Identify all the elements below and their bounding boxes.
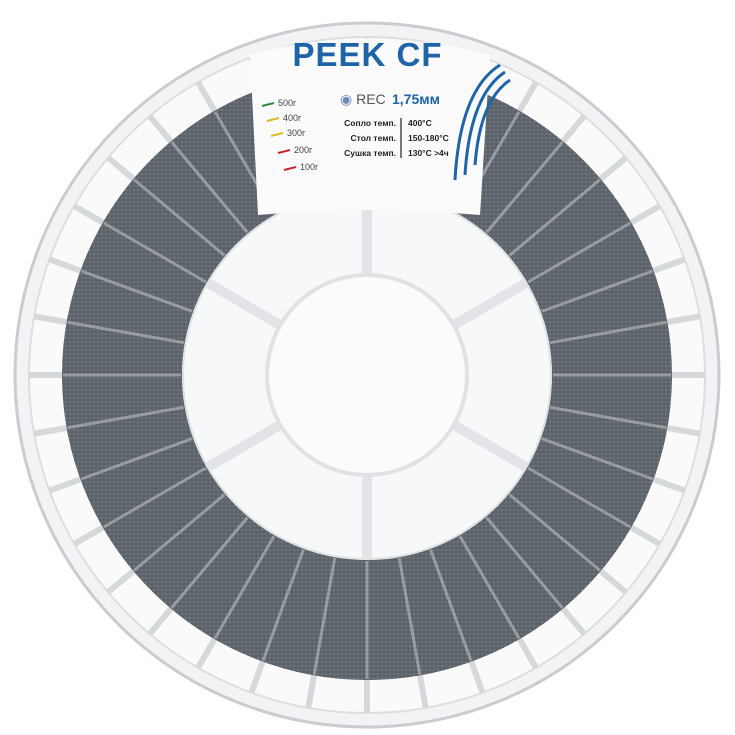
flange-ribs bbox=[29, 37, 705, 713]
hub-spokes bbox=[205, 191, 529, 559]
flange-rib bbox=[652, 256, 686, 274]
flange-window-rib bbox=[133, 493, 226, 572]
flange-window-rib bbox=[102, 221, 207, 284]
flange-window-rib bbox=[508, 178, 601, 257]
weight-tick bbox=[261, 102, 275, 107]
flange-window-rib bbox=[458, 535, 521, 640]
flange-rib bbox=[72, 524, 105, 547]
flange-rib bbox=[106, 155, 136, 182]
flange-window-rib bbox=[80, 269, 193, 313]
center-ring bbox=[265, 273, 469, 477]
flange-rib bbox=[248, 660, 266, 694]
flange-rib bbox=[72, 203, 105, 226]
flange-rib bbox=[598, 155, 628, 182]
label-swoosh bbox=[453, 63, 511, 181]
flange-window-rib bbox=[67, 405, 185, 430]
flange-rib bbox=[516, 637, 539, 670]
diameter: 1,75мм bbox=[392, 91, 440, 107]
flange-window-rib bbox=[549, 405, 667, 430]
weight-tick bbox=[277, 149, 291, 154]
brand-name: REC bbox=[356, 91, 386, 107]
flange-rib bbox=[48, 476, 82, 494]
flange-rib bbox=[516, 80, 539, 113]
flange-rib bbox=[468, 660, 486, 694]
spec-value: 400°C bbox=[408, 118, 432, 128]
weight-tick bbox=[283, 166, 297, 171]
weight-mark: 400г bbox=[283, 113, 302, 123]
flange-rib bbox=[305, 674, 317, 709]
flange-window-rib bbox=[527, 221, 632, 284]
flange-rib bbox=[560, 114, 587, 144]
flange-window-rib bbox=[133, 178, 226, 257]
flange-window-rib bbox=[261, 549, 305, 662]
flange-window-rib bbox=[527, 466, 632, 529]
flange-rib bbox=[629, 524, 662, 547]
spec-label: Сушка темп. bbox=[344, 148, 396, 158]
flange-window-rib bbox=[549, 320, 667, 345]
flange-window-rib bbox=[213, 535, 276, 640]
flange-window-rib bbox=[170, 516, 249, 609]
flange-window-rib bbox=[485, 516, 564, 609]
spec-label: Стол темп. bbox=[350, 133, 397, 143]
label-panel bbox=[250, 38, 490, 215]
weight-mark: 500г bbox=[278, 98, 297, 108]
flange-rib bbox=[629, 203, 662, 226]
flange-window-rib bbox=[67, 320, 185, 345]
flange-window-rib bbox=[397, 557, 422, 675]
flange-rib bbox=[147, 114, 174, 144]
flange-rib bbox=[48, 256, 82, 274]
flange-window-rib bbox=[312, 557, 337, 675]
flange-rib bbox=[195, 637, 218, 670]
flange-rib bbox=[666, 313, 701, 325]
flange-rib bbox=[106, 568, 136, 595]
flange-rib bbox=[652, 476, 686, 494]
flange-window-rib bbox=[485, 141, 564, 234]
flange-window-rib bbox=[102, 466, 207, 529]
spec-value: 150-180°C bbox=[408, 133, 449, 143]
flange-window-rib bbox=[429, 549, 473, 662]
weight-mark: 300г bbox=[287, 128, 306, 138]
product-title: PEEK CF bbox=[292, 36, 443, 73]
spec-value: 130°C >4ч bbox=[408, 148, 449, 158]
weight-tick bbox=[266, 117, 280, 122]
flange-rib bbox=[195, 80, 218, 113]
flange-rib bbox=[560, 606, 587, 636]
weight-mark: 100г bbox=[300, 162, 319, 172]
flange-window-rib bbox=[80, 437, 193, 481]
flange-rib bbox=[147, 606, 174, 636]
flange-rib bbox=[598, 568, 628, 595]
flange-window-rib bbox=[541, 437, 654, 481]
flange-rib bbox=[666, 425, 701, 437]
brand-logo: ◉ REC bbox=[340, 91, 386, 107]
spec-label: Сопло темп. bbox=[344, 118, 396, 128]
flange-rib bbox=[417, 674, 429, 709]
flange-window-rib bbox=[541, 269, 654, 313]
flange-window-rib bbox=[170, 141, 249, 234]
weight-tick bbox=[270, 132, 284, 137]
flange-rib bbox=[33, 425, 68, 437]
flange-rib bbox=[33, 313, 68, 325]
flange-window-rib bbox=[508, 493, 601, 572]
weight-mark: 200г bbox=[294, 145, 313, 155]
